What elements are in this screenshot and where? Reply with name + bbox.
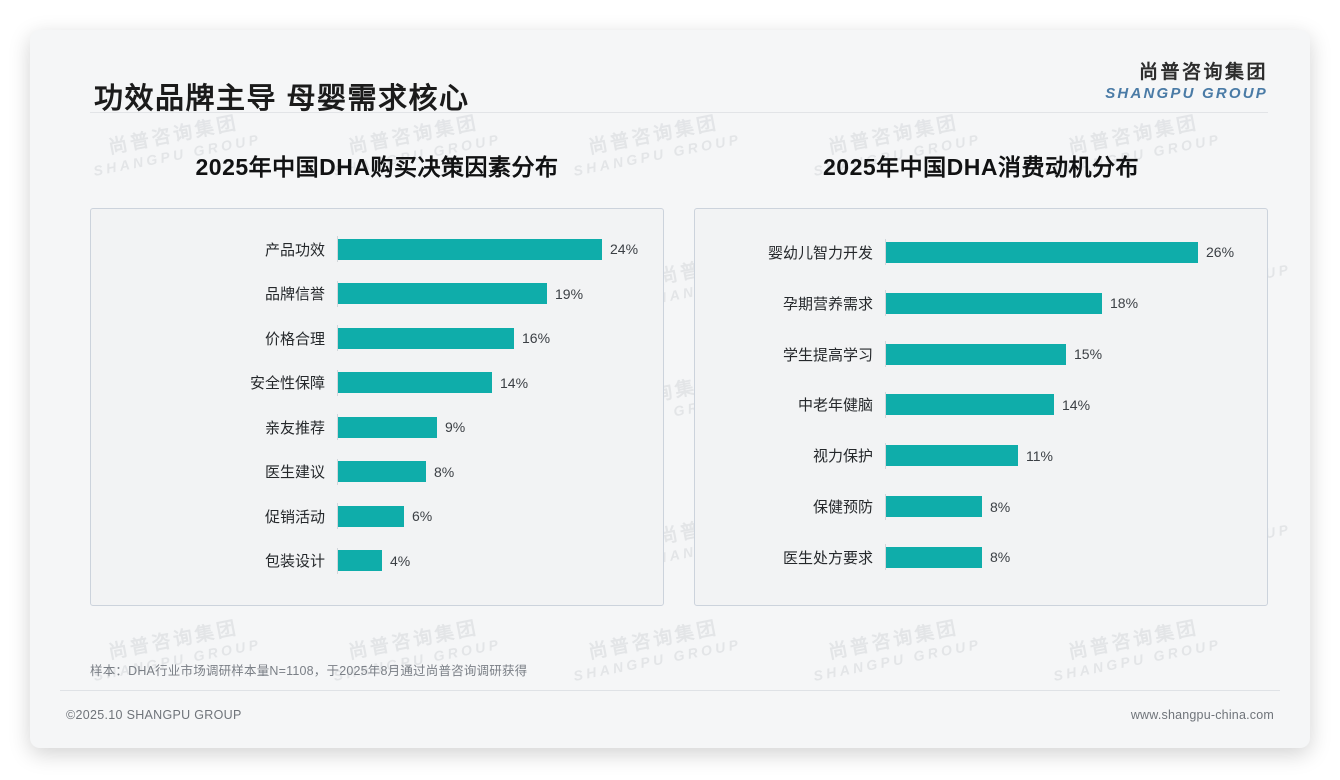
bar-track: 24% xyxy=(337,236,663,263)
bar-row: 学生提高学习 15% xyxy=(695,341,1267,368)
bar-category-label: 视力保护 xyxy=(812,448,873,466)
bar-chart-consumption-motives: 婴幼儿智力开发 26% 孕期营养需求 18% 学生提高学习 15% 中老年健脑 14% 视力保护… xyxy=(695,227,1267,583)
slide-footer: ©2025.10 SHANGPU GROUP www.shangpu-china… xyxy=(30,690,1310,748)
chart-column-left: 2025年中国DHA购买决策因素分布 产品功效 24% 品牌信誉 19% 价格合理 16%… xyxy=(30,148,686,648)
bar-category-label: 孕期营养需求 xyxy=(782,295,873,313)
bar xyxy=(338,416,437,438)
chart-title-consumption-motives: 2025年中国DHA消费动机分布 xyxy=(823,154,1139,180)
bar-value-label: 8% xyxy=(434,463,455,480)
bar-category-label: 医生处方要求 xyxy=(782,549,873,567)
bar-category-label: 医生建议 xyxy=(264,464,325,482)
bar-track: 14% xyxy=(885,391,1267,418)
chart-column-right: 2025年中国DHA消费动机分布 婴幼儿智力开发 26% 孕期营养需求 18% 学生提高… xyxy=(686,148,1310,648)
bar-category-label: 亲友推荐 xyxy=(264,419,325,437)
bar-track: 8% xyxy=(885,493,1267,520)
bar xyxy=(886,292,1102,314)
bar xyxy=(886,394,1054,416)
charts-container: 2025年中国DHA购买决策因素分布 产品功效 24% 品牌信誉 19% 价格合理 16%… xyxy=(30,148,1310,648)
bar-value-label: 15% xyxy=(1074,346,1103,363)
bar-row: 产品功效 24% xyxy=(91,236,663,263)
brand-logo: 尚普咨询集团 SHANGPU GROUP xyxy=(1105,62,1268,102)
bar-value-label: 4% xyxy=(390,552,411,569)
bar-value-label: 19% xyxy=(555,285,584,302)
bar xyxy=(338,238,602,260)
bar-value-label: 8% xyxy=(990,549,1011,566)
bar-category-label: 品牌信誉 xyxy=(264,286,325,304)
bar-value-label: 11% xyxy=(1026,447,1053,464)
bar-row: 促销活动 6% xyxy=(91,503,663,530)
bar-value-label: 24% xyxy=(610,241,639,258)
bar-track: 16% xyxy=(337,325,663,352)
bar-track: 8% xyxy=(337,458,663,485)
chart-panel-consumption-motives: 婴幼儿智力开发 26% 孕期营养需求 18% 学生提高学习 15% 中老年健脑 14% 视力保护… xyxy=(694,208,1268,606)
bar-category-label: 促销活动 xyxy=(264,508,325,526)
bar-track: 15% xyxy=(885,341,1267,368)
bar-value-label: 8% xyxy=(990,498,1011,515)
bar xyxy=(886,445,1018,467)
bar-category-label: 中老年健脑 xyxy=(797,397,873,415)
bar-track: 18% xyxy=(885,290,1267,317)
bar xyxy=(338,372,492,394)
bar xyxy=(886,546,982,568)
bar-value-label: 26% xyxy=(1206,244,1235,261)
bar xyxy=(886,496,982,518)
bar xyxy=(338,283,547,305)
bar-row: 孕期营养需求 18% xyxy=(695,290,1267,317)
bar-row: 视力保护 11% xyxy=(695,442,1267,469)
bar-row: 品牌信誉 19% xyxy=(91,280,663,307)
bar-track: 14% xyxy=(337,369,663,396)
chart-panel-purchase-factors: 产品功效 24% 品牌信誉 19% 价格合理 16% 安全性保障 14% 亲友推荐 9% 医生建议 8… xyxy=(90,208,664,606)
chart-title-purchase-factors: 2025年中国DHA购买决策因素分布 xyxy=(195,154,559,180)
bar-row: 医生处方要求 8% xyxy=(695,544,1267,571)
website-url[interactable]: www.shangpu-china.com xyxy=(1130,708,1274,722)
bar xyxy=(886,343,1066,365)
bar-category-label: 保健预防 xyxy=(812,499,873,517)
bar-track: 6% xyxy=(337,503,663,530)
bar-row: 包装设计 4% xyxy=(91,547,663,574)
bar-row: 婴幼儿智力开发 26% xyxy=(695,239,1267,266)
bar-category-label: 学生提高学习 xyxy=(782,346,873,364)
bar-track: 26% xyxy=(885,239,1267,266)
bar xyxy=(338,461,426,483)
bar-value-label: 14% xyxy=(1062,396,1091,413)
bar-category-label: 产品功效 xyxy=(264,241,325,259)
bar-value-label: 9% xyxy=(445,419,466,436)
footer-divider xyxy=(60,690,1280,691)
bar-row: 保健预防 8% xyxy=(695,493,1267,520)
slide-header: 功效品牌主导 母婴需求核心 尚普咨询集团 SHANGPU GROUP xyxy=(30,30,1310,115)
bar-chart-purchase-factors: 产品功效 24% 品牌信誉 19% 价格合理 16% 安全性保障 14% 亲友推荐 9% 医生建议 8… xyxy=(91,227,663,583)
bar-category-label: 价格合理 xyxy=(264,330,325,348)
bar-row: 亲友推荐 9% xyxy=(91,414,663,441)
bar-row: 价格合理 16% xyxy=(91,325,663,352)
logo-chinese-text: 尚普咨询集团 xyxy=(1138,62,1268,83)
bar-value-label: 18% xyxy=(1110,295,1139,312)
source-footnote: 样本：DHA行业市场调研样本量N=1108，于2025年8月通过尚普咨询调研获得 xyxy=(90,664,528,678)
bar xyxy=(338,505,404,527)
bar-category-label: 安全性保障 xyxy=(249,375,325,393)
bar-category-label: 包装设计 xyxy=(264,553,325,571)
bar xyxy=(338,327,514,349)
bar-row: 医生建议 8% xyxy=(91,458,663,485)
bar-track: 19% xyxy=(337,280,663,307)
bar-category-label: 婴幼儿智力开发 xyxy=(767,244,873,262)
bar-track: 9% xyxy=(337,414,663,441)
bar-track: 4% xyxy=(337,547,663,574)
bar-value-label: 6% xyxy=(412,508,433,525)
bar-value-label: 16% xyxy=(522,330,551,347)
copyright-text: ©2025.10 SHANGPU GROUP xyxy=(66,708,242,722)
bar-value-label: 14% xyxy=(500,374,529,391)
slide: 尚普咨询集团 SHANGPU GROUP 尚普咨询集团 SHANGPU GROUP 尚普… xyxy=(30,30,1310,748)
bar xyxy=(338,550,382,572)
bar-track: 11% xyxy=(885,442,1267,469)
bar xyxy=(886,241,1198,263)
bar-track: 8% xyxy=(885,544,1267,571)
bar-row: 安全性保障 14% xyxy=(91,369,663,396)
page-title: 功效品牌主导 母婴需求核心 xyxy=(94,83,470,115)
header-divider xyxy=(90,112,1268,113)
bar-row: 中老年健脑 14% xyxy=(695,391,1267,418)
logo-english-text: SHANGPU GROUP xyxy=(1105,84,1268,102)
